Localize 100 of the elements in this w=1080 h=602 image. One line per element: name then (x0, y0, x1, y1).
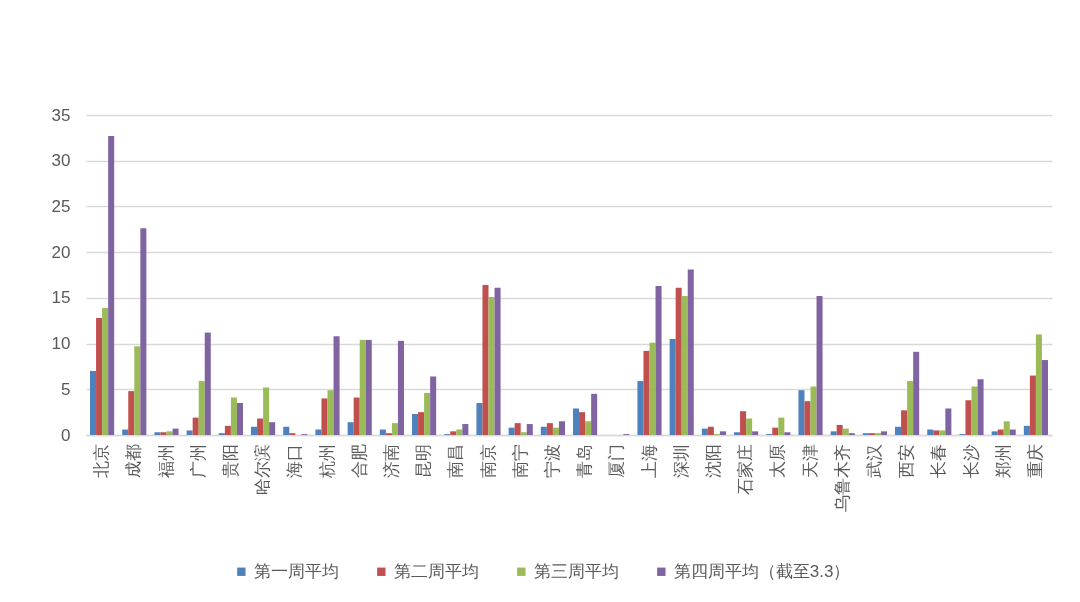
bar (134, 346, 141, 435)
bar (1003, 421, 1010, 435)
y-tick-label: 30 (51, 151, 71, 171)
bar (997, 429, 1004, 435)
x-tick-label: 南京 (478, 443, 498, 478)
bar (939, 430, 946, 435)
x-tick-label: 厦门 (607, 443, 627, 478)
x-tick-label: 上海 (639, 443, 659, 478)
bar (108, 136, 115, 435)
bar (649, 342, 656, 435)
bar (752, 431, 759, 435)
bar (230, 397, 237, 435)
bar (1029, 375, 1036, 435)
x-tick-label: 哈尔滨 (253, 443, 273, 495)
bar (707, 426, 714, 435)
bar (462, 424, 469, 435)
bar (224, 425, 231, 435)
bar (977, 379, 984, 435)
x-tick-label: 福州 (156, 443, 176, 478)
bar (701, 428, 708, 435)
x-tick-label: 武汉 (864, 443, 884, 478)
x-tick-label: 石家庄 (736, 443, 756, 495)
bar (816, 296, 823, 435)
bar (655, 285, 662, 435)
x-tick-label: 长沙 (961, 443, 981, 478)
x-tick-label: 南昌 (446, 443, 466, 478)
y-tick-label: 35 (51, 105, 71, 125)
bar (166, 431, 173, 435)
bar (102, 307, 109, 435)
bar (842, 428, 849, 435)
bar (186, 430, 193, 435)
bar (269, 422, 276, 435)
bar (810, 386, 817, 435)
y-tick-label: 10 (51, 334, 71, 354)
bar (418, 412, 425, 435)
bar (160, 432, 167, 435)
bar (251, 426, 258, 435)
x-tick-label: 海口 (285, 443, 305, 478)
bar (430, 376, 437, 435)
x-tick-label: 沈阳 (703, 443, 723, 478)
bar (397, 340, 404, 435)
bar (315, 429, 322, 435)
x-tick-label: 太原 (768, 443, 788, 478)
x-tick-label: 南宁 (510, 443, 530, 478)
bar (321, 398, 328, 435)
bar (836, 424, 843, 435)
bar (347, 422, 354, 435)
x-tick-label: 济南 (381, 443, 401, 478)
bar (412, 413, 419, 435)
y-tick-label: 20 (51, 242, 71, 262)
x-tick-label: 乌鲁木齐 (832, 443, 852, 512)
bar (669, 339, 676, 435)
bar (359, 339, 366, 435)
x-tick-label: 北京 (92, 443, 112, 478)
bar (128, 391, 135, 435)
bar (719, 431, 726, 435)
bar (778, 417, 785, 435)
x-tick-label: 宁波 (542, 443, 562, 478)
bar (236, 403, 243, 435)
x-tick-label: 深圳 (671, 443, 691, 478)
bar (391, 423, 398, 435)
bar (482, 285, 489, 435)
bar (122, 429, 129, 435)
bar (772, 427, 779, 435)
bar (494, 287, 501, 435)
bar (784, 432, 791, 435)
y-tick-label: 0 (61, 425, 71, 445)
bar (546, 423, 553, 435)
bar (804, 401, 811, 435)
x-tick-label: 昆明 (414, 443, 434, 478)
bar (333, 336, 340, 435)
x-tick-label: 天津 (800, 443, 820, 478)
bar (283, 426, 290, 435)
legend-label: 第四周平均（截至3.3） (673, 561, 851, 581)
bar (456, 429, 463, 435)
bar (476, 403, 483, 435)
bar (1041, 360, 1048, 435)
y-tick-label: 15 (51, 288, 71, 308)
bar (514, 423, 521, 435)
x-tick-label: 西安 (897, 443, 917, 478)
legend-label: 第二周平均 (393, 561, 479, 581)
bar (353, 397, 360, 435)
bar (687, 269, 694, 435)
x-tick-label: 青岛 (575, 443, 595, 478)
bar (945, 408, 952, 435)
bar (591, 393, 598, 435)
bar (257, 418, 264, 435)
bar (991, 431, 998, 435)
bar (450, 431, 457, 435)
bar (424, 392, 431, 435)
bar (740, 411, 747, 435)
bar (830, 431, 837, 435)
bar (558, 421, 565, 435)
y-tick-label: 5 (61, 379, 71, 399)
bar (675, 287, 682, 435)
y-tick-label: 25 (51, 196, 71, 216)
bar (901, 410, 908, 435)
bar (913, 351, 920, 435)
x-tick-label: 杭州 (317, 443, 337, 479)
bar (90, 371, 97, 435)
